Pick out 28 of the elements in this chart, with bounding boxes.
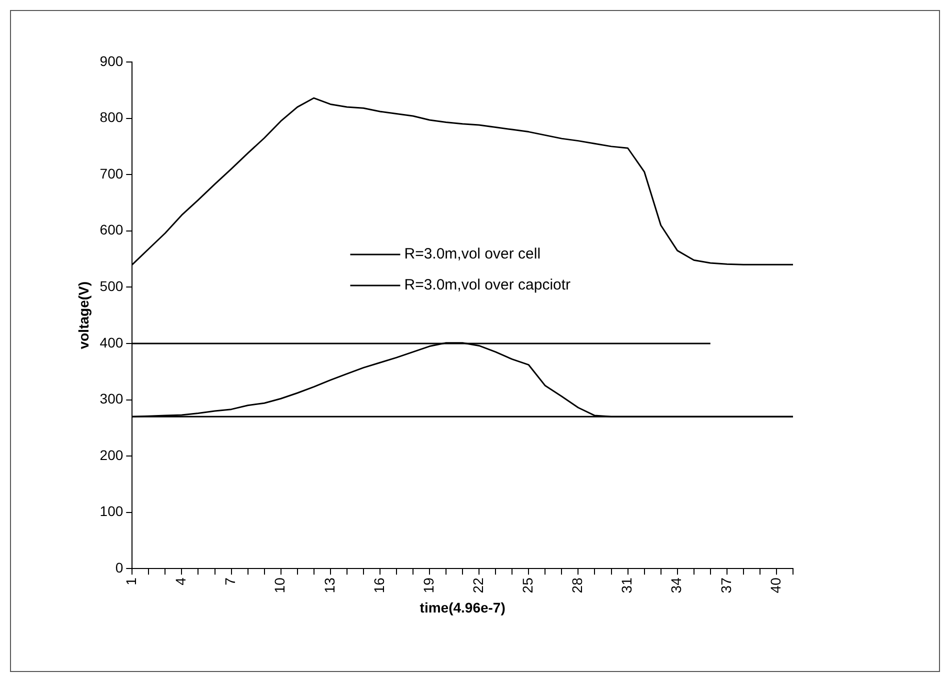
x-tick-label: 25 <box>520 577 536 594</box>
y-tick-label: 900 <box>100 52 124 69</box>
x-tick-label: 13 <box>321 577 338 594</box>
legend-label: R=3.0m,vol over cell <box>404 246 541 263</box>
x-tick-label: 16 <box>370 577 387 594</box>
y-tick-label: 100 <box>100 503 124 520</box>
y-tick-label: 500 <box>100 278 124 294</box>
x-tick-label: 19 <box>420 577 436 594</box>
y-tick-label: 800 <box>100 109 124 126</box>
y-tick-label: 400 <box>100 334 124 350</box>
x-tick-label: 34 <box>668 577 684 594</box>
x-tick-label: 37 <box>718 577 734 594</box>
x-tick-label: 7 <box>222 577 238 586</box>
x-axis-title: time(4.96e-7) <box>420 599 506 616</box>
x-tick-label: 1 <box>123 577 140 586</box>
y-tick-label: 700 <box>100 165 124 182</box>
x-tick-label: 4 <box>172 577 189 586</box>
x-tick-label: 22 <box>470 577 486 594</box>
y-tick-label: 300 <box>100 390 124 407</box>
x-tick-label: 28 <box>569 577 586 594</box>
x-tick-label: 40 <box>767 577 784 594</box>
legend-label: R=3.0m,vol over capciotr <box>404 276 571 294</box>
x-tick-label: 10 <box>272 577 288 594</box>
y-tick-label: 600 <box>100 222 124 238</box>
y-tick-label: 200 <box>100 446 124 463</box>
y-tick-label: 0 <box>115 559 124 576</box>
x-tick-label: 31 <box>618 577 635 594</box>
y-axis-title: voltage(V) <box>75 281 92 350</box>
